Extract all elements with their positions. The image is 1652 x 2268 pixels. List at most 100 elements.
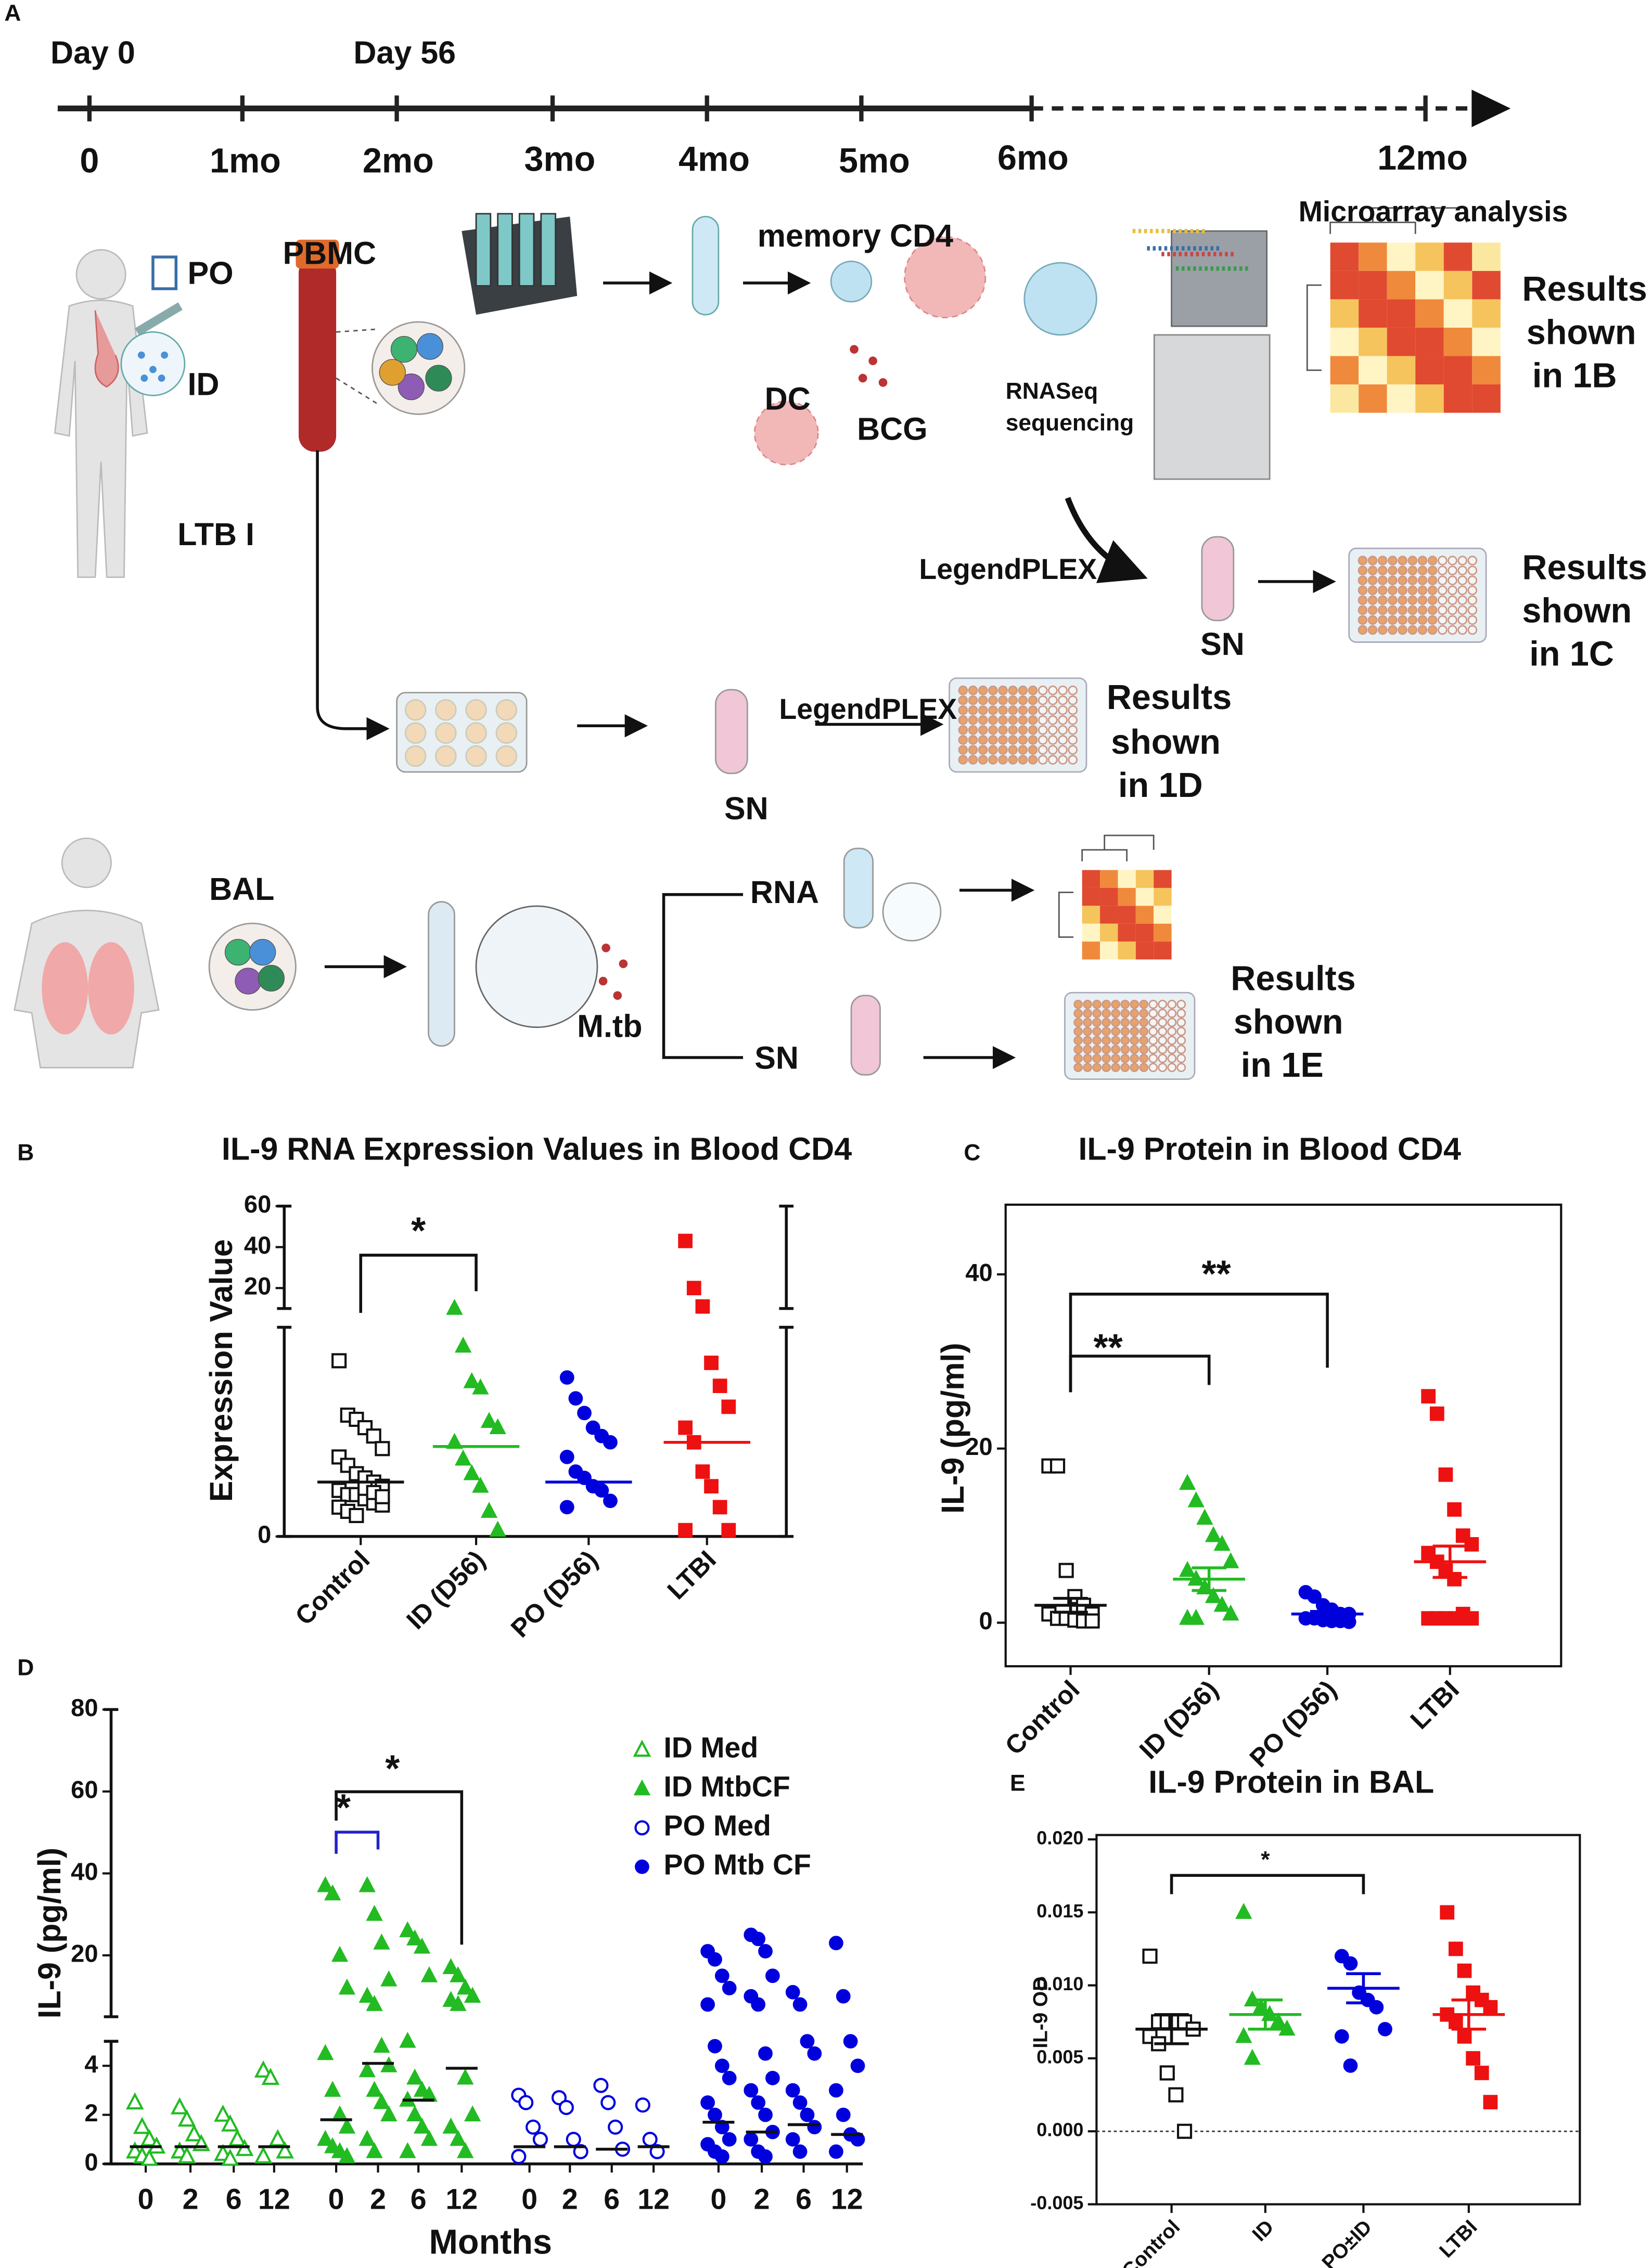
point xyxy=(380,2105,398,2122)
point xyxy=(358,1876,376,1892)
x-tick-label: 12 xyxy=(637,2183,670,2215)
point xyxy=(413,2117,431,2134)
well xyxy=(1448,605,1457,615)
point xyxy=(399,2031,416,2048)
well xyxy=(1388,615,1398,625)
well xyxy=(495,699,518,721)
well xyxy=(1048,755,1058,765)
well xyxy=(1120,1026,1130,1036)
well xyxy=(1130,1026,1139,1036)
point xyxy=(489,1418,506,1435)
well xyxy=(1068,685,1078,695)
well xyxy=(1058,725,1068,735)
diagram-label: RNA xyxy=(750,874,819,910)
heat-cell xyxy=(1154,923,1172,942)
well xyxy=(1148,999,1158,1009)
point xyxy=(1177,2123,1193,2139)
point xyxy=(836,1989,851,2004)
tube-zoom xyxy=(475,905,598,1028)
point xyxy=(324,2081,341,2097)
well xyxy=(958,745,968,755)
point xyxy=(1196,1509,1213,1525)
y-tick-label: 20 xyxy=(71,1939,98,1967)
particle xyxy=(140,375,148,382)
well xyxy=(958,705,968,715)
point xyxy=(573,2144,588,2159)
well xyxy=(988,695,998,705)
well xyxy=(1358,575,1368,586)
diagram-label: 4mo xyxy=(678,140,750,179)
point xyxy=(463,1464,480,1480)
point xyxy=(1429,1406,1444,1421)
point xyxy=(480,1412,498,1428)
well xyxy=(1438,595,1448,605)
heat-cell xyxy=(1118,906,1136,924)
well xyxy=(1167,1045,1177,1054)
y-axis-label: IL-9 (pg/ml) xyxy=(32,1848,67,2019)
well xyxy=(1048,705,1058,715)
point xyxy=(558,2099,574,2116)
point xyxy=(1440,1905,1455,1920)
x-tick-label: 2 xyxy=(183,2183,199,2215)
tube xyxy=(691,216,720,316)
heat-cell xyxy=(1415,242,1444,271)
point xyxy=(489,1520,506,1537)
diagram-label: 2mo xyxy=(363,141,434,180)
point xyxy=(678,1523,693,1538)
well xyxy=(1427,605,1438,615)
well xyxy=(1073,1045,1083,1054)
well xyxy=(1008,735,1018,745)
plot-frame xyxy=(1095,1834,1581,2206)
well xyxy=(1058,735,1068,745)
point xyxy=(785,1984,800,2000)
x-tick-label: 0 xyxy=(328,2183,344,2215)
point xyxy=(714,1968,729,1983)
well xyxy=(1398,595,1407,605)
point xyxy=(254,2060,273,2078)
point xyxy=(358,1987,376,2003)
well xyxy=(1092,999,1102,1009)
y-axis-label: IL-9 (pg/ml) xyxy=(935,1343,970,1514)
rack-tube xyxy=(475,213,492,287)
diagram-label: Day 56 xyxy=(353,35,456,70)
well xyxy=(1028,755,1038,765)
well xyxy=(1028,725,1038,735)
point xyxy=(1334,2029,1349,2044)
point xyxy=(686,1281,701,1296)
point xyxy=(480,1502,498,1518)
well xyxy=(1417,595,1428,605)
well xyxy=(1008,745,1018,755)
point xyxy=(714,2120,729,2135)
point xyxy=(373,2037,390,2053)
y-tick-label: 0.010 xyxy=(1036,1973,1083,1994)
diagram-label: PO xyxy=(187,255,233,291)
cell xyxy=(416,333,443,360)
well xyxy=(1008,755,1018,765)
point xyxy=(268,2129,287,2146)
heat-cell xyxy=(1359,327,1387,356)
well xyxy=(1457,585,1467,596)
diagram-label: 1mo xyxy=(210,141,281,180)
diagram-label: Microarray analysis xyxy=(1299,196,1568,228)
point xyxy=(700,1997,715,2012)
heat-cell xyxy=(1387,270,1416,300)
well xyxy=(1398,625,1407,635)
point xyxy=(442,1958,459,1975)
well xyxy=(968,695,978,705)
point xyxy=(792,2095,808,2110)
point xyxy=(1205,1587,1222,1603)
point xyxy=(722,2071,737,2085)
diagram-label: LegendPLEX xyxy=(919,553,1097,585)
well xyxy=(1358,556,1368,565)
heat-cell xyxy=(1443,356,1472,385)
well xyxy=(1367,605,1378,615)
well xyxy=(998,745,1008,755)
point xyxy=(261,2068,280,2085)
significance-label: * xyxy=(411,1210,426,1252)
well xyxy=(1092,1009,1102,1018)
heat-cell xyxy=(1415,299,1444,328)
point xyxy=(1449,1941,1463,1956)
well xyxy=(1092,1026,1102,1036)
heat-cell xyxy=(1443,384,1472,413)
